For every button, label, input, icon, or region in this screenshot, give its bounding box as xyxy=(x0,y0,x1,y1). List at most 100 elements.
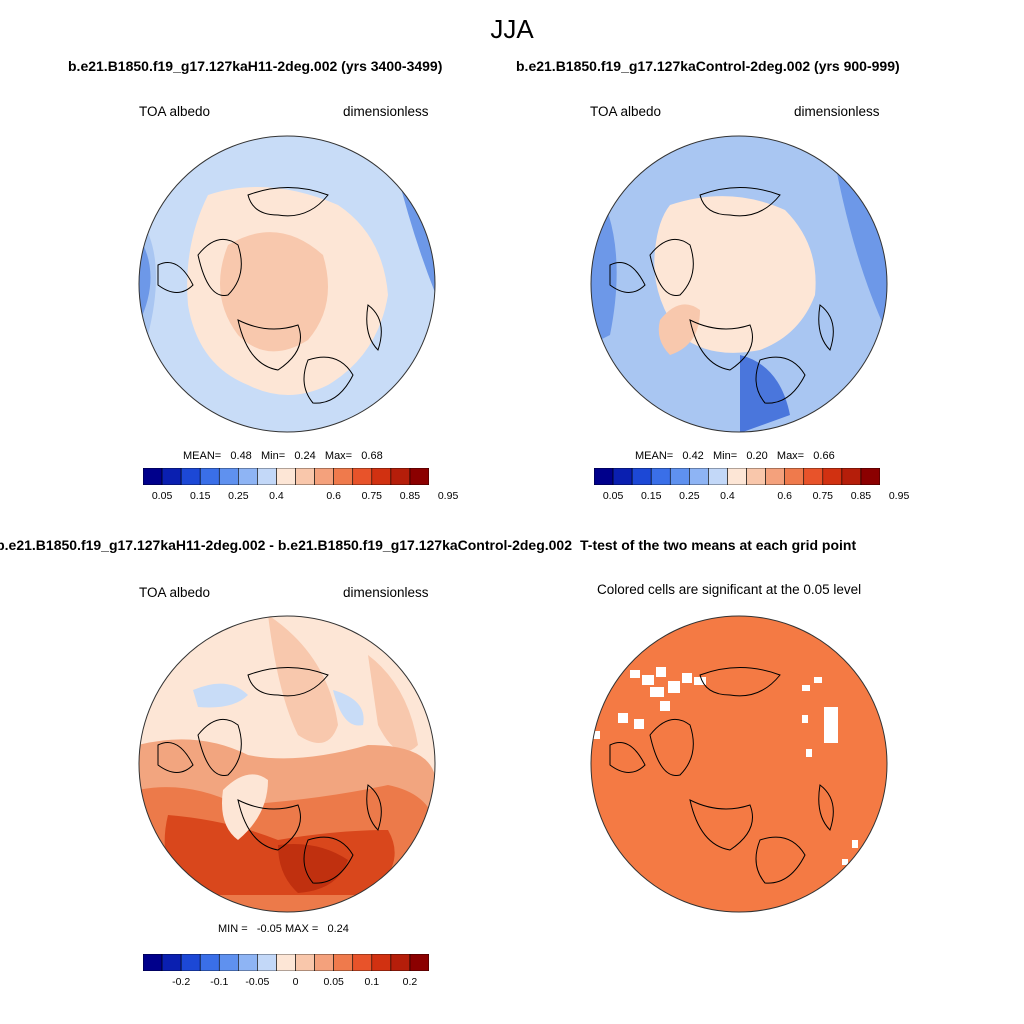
ocean-deep-region xyxy=(740,355,790,432)
colorbar-tick-label: -0.2 xyxy=(172,976,191,988)
warm-darkest-region xyxy=(278,844,348,893)
colorbar-control xyxy=(593,467,881,486)
colorbar-tick-label: 0.75 xyxy=(812,490,834,502)
colorbar-svg xyxy=(142,467,430,486)
negative-change-region xyxy=(193,683,364,726)
colorbar-tick-label: 0.75 xyxy=(361,490,383,502)
colorbar-swatch xyxy=(218,467,239,486)
colorbar-swatch xyxy=(352,953,373,972)
colorbar-swatch xyxy=(238,467,258,486)
polar-map-control xyxy=(590,135,888,433)
colorbar-labels-control: 0.05 0.15 0.25 0.4 0.6 0.75 0.85 0.95 xyxy=(594,490,909,504)
colorbar-swatch xyxy=(390,467,411,486)
colorbar-swatch xyxy=(218,953,239,972)
greenland-warm-region xyxy=(658,304,700,355)
colorbar-difference xyxy=(142,953,430,972)
mean-label: MEAN= xyxy=(183,450,222,462)
map-boundary xyxy=(138,615,436,913)
colorbar-swatch xyxy=(161,953,182,972)
colorbar-labels-h11: 0.05 0.15 0.25 0.4 0.6 0.75 0.85 0.95 xyxy=(143,490,458,504)
max-value: 0.24 xyxy=(327,923,349,935)
colorbar-swatch xyxy=(650,467,671,486)
polar-map-ttest xyxy=(590,615,888,913)
colorbar-tick-label: 0.05 xyxy=(602,490,624,502)
units-label-h11: dimensionless xyxy=(343,104,429,119)
colorbar-swatch xyxy=(860,467,881,486)
min-label: MIN = xyxy=(218,923,248,935)
colorbar-tick-label: 0.6 xyxy=(326,490,341,502)
landmass-outline xyxy=(197,718,354,884)
colorbar-swatch xyxy=(409,953,430,972)
mean-label: MEAN= xyxy=(635,450,674,462)
colorbar-swatch xyxy=(142,467,163,486)
colorbar-tick-label: 0.05 xyxy=(151,490,173,502)
panel-title-control: b.e21.B1850.f19_g17.127kaControl-2deg.00… xyxy=(516,58,900,74)
colorbar-tick-label: -0.1 xyxy=(210,976,229,988)
colorbar-h11 xyxy=(142,467,430,486)
map-boundary xyxy=(590,615,888,913)
colorbar-tick-label: 0.6 xyxy=(777,490,792,502)
colorbar-tick-label: 0.15 xyxy=(640,490,662,502)
colorbar-swatch xyxy=(371,953,392,972)
colorbar-tick-label: 0.85 xyxy=(850,490,872,502)
colorbar-swatch xyxy=(727,467,747,486)
max-value: 0.66 xyxy=(813,450,835,462)
min-value: 0.20 xyxy=(746,450,768,462)
landmass-outline xyxy=(649,718,806,884)
colorbar-swatch xyxy=(276,467,296,486)
colorbar-swatch xyxy=(371,467,392,486)
ttest-subtitle: Colored cells are significant at the 0.0… xyxy=(597,582,862,597)
colorbar-swatch xyxy=(180,953,201,972)
panel-title-ttest: T-test of the two means at each grid poi… xyxy=(580,537,857,553)
colorbar-tick-label: 0.2 xyxy=(402,976,418,988)
colorbar-swatch xyxy=(276,953,296,972)
colorbar-swatch xyxy=(841,467,862,486)
map-boundary xyxy=(138,135,436,433)
landmass-outline xyxy=(197,238,354,404)
colorbar-swatch xyxy=(257,953,277,972)
colorbar-svg xyxy=(142,953,430,972)
colorbar-swatch xyxy=(631,467,652,486)
colorbar-labels-difference: -0.2 -0.1 -0.05 0 0.05 0.1 0.2 xyxy=(143,976,429,990)
colorbar-tick-label: -0.05 xyxy=(245,976,270,988)
max-label: Max= xyxy=(776,450,805,462)
colorbar-tick-label: 0.25 xyxy=(228,490,249,502)
colorbar-swatch xyxy=(409,467,430,486)
colorbar-tick-label: 0.05 xyxy=(323,976,344,988)
colorbar-swatch xyxy=(803,467,824,486)
min-label: Min= xyxy=(260,450,286,462)
significant-field xyxy=(591,616,887,912)
coastline xyxy=(609,187,834,351)
mean-value: 0.48 xyxy=(230,450,252,462)
coastline xyxy=(157,667,382,831)
mean-value: 0.42 xyxy=(682,450,704,462)
colorbar-swatch xyxy=(612,467,633,486)
colorbar-swatch xyxy=(708,467,728,486)
polar-map-difference xyxy=(138,615,436,913)
units-label-control: dimensionless xyxy=(794,104,880,119)
polar-map-h11 xyxy=(138,135,436,433)
coastline xyxy=(157,187,382,351)
colorbar-tick-label: 0.4 xyxy=(269,490,284,502)
max-label: MAX = xyxy=(284,923,319,935)
colorbar-swatch xyxy=(238,953,258,972)
colorbar-swatch xyxy=(295,953,315,972)
colorbar-tick-label: 0.95 xyxy=(437,490,459,502)
variable-label-difference: TOA albedo xyxy=(139,585,211,600)
colorbar-swatch xyxy=(199,953,220,972)
colorbar-swatch xyxy=(295,467,315,486)
colorbar-tick-label: 0.85 xyxy=(399,490,421,502)
colorbar-tick-label: 0.1 xyxy=(364,976,380,988)
colorbar-svg xyxy=(593,467,881,486)
colorbar-swatch xyxy=(765,467,785,486)
panel-title-difference: b.e21.B1850.f19_g17.127kaH11-2deg.002 - … xyxy=(0,537,572,553)
stats-h11: MEAN= 0.48 Min= 0.24 Max= 0.68 xyxy=(183,450,383,462)
units-label-difference: dimensionless xyxy=(343,585,429,600)
colorbar-swatch xyxy=(199,467,220,486)
colorbar-swatch xyxy=(352,467,373,486)
warm-core-region xyxy=(250,254,311,320)
colorbar-swatch xyxy=(180,467,201,486)
max-label: Max= xyxy=(324,450,353,462)
colorbar-swatch xyxy=(822,467,843,486)
non-significant-cells xyxy=(591,667,858,865)
